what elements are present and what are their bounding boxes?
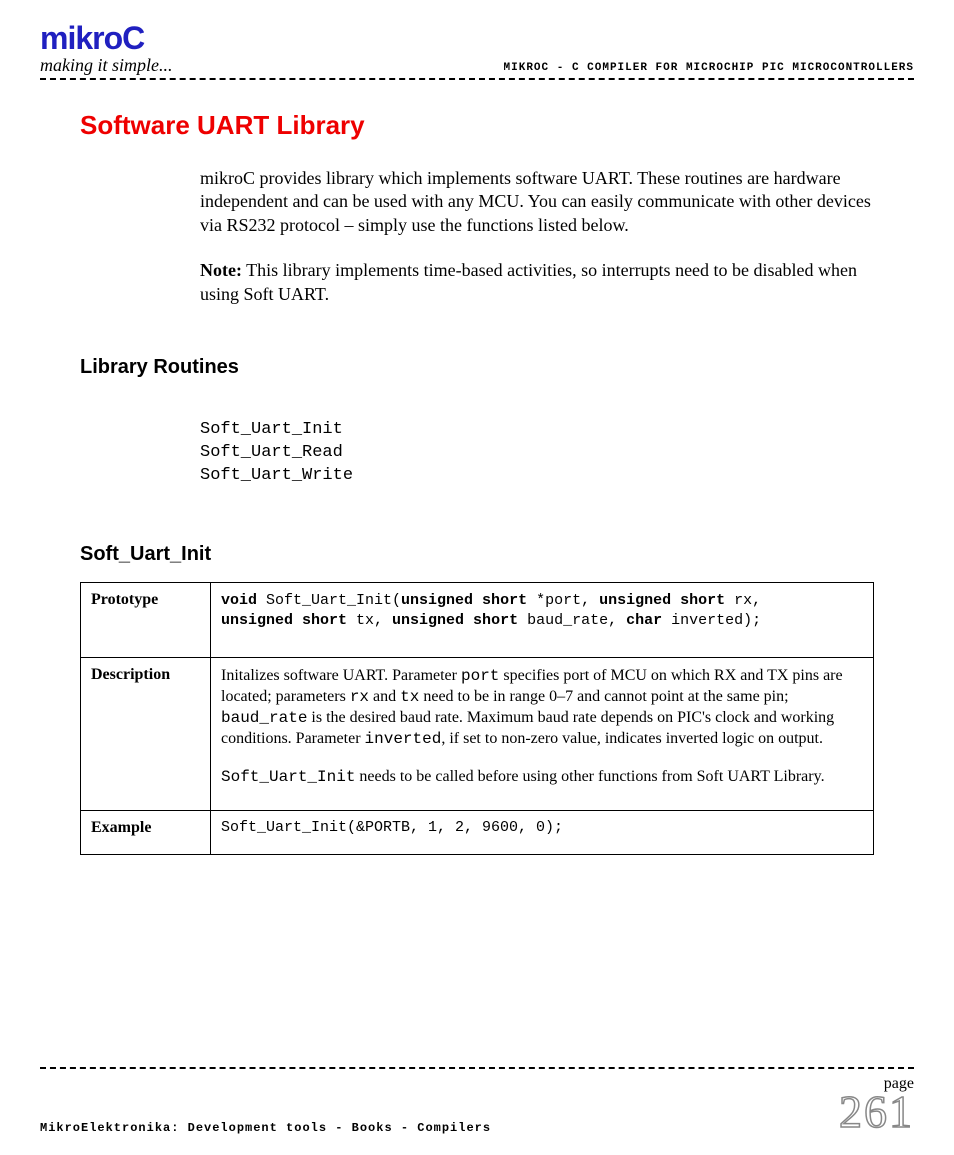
table-row: Prototype void Soft_Uart_Init(unsigned s… — [81, 582, 874, 658]
desc-text: and — [369, 688, 400, 705]
desc-text: Initalizes software UART. Parameter — [221, 667, 461, 684]
header-brand: mikroC — [504, 62, 550, 74]
routine-item: Soft_Uart_Write — [200, 465, 874, 488]
spacer — [221, 631, 863, 649]
example-code: Soft_Uart_Init(&PORTB, 1, 2, 9600, 0); — [221, 819, 863, 836]
routine-item: Soft_Uart_Init — [200, 419, 874, 442]
desc-code: baud_rate — [221, 709, 307, 727]
prototype-cell: void Soft_Uart_Init(unsigned short *port… — [211, 582, 874, 658]
page-content: Software UART Library mikroC provides li… — [0, 80, 954, 855]
function-heading: Soft_Uart_Init — [80, 543, 874, 566]
note-paragraph: Note: This library implements time-based… — [200, 259, 874, 306]
desc-text: need to be in range 0–7 and cannot point… — [419, 688, 788, 705]
description-text-2: Soft_Uart_Init needs to be called before… — [221, 767, 863, 788]
row-label-prototype: Prototype — [81, 582, 211, 658]
description-text: Initalizes software UART. Parameter port… — [221, 666, 863, 749]
example-cell: Soft_Uart_Init(&PORTB, 1, 2, 9600, 0); — [211, 811, 874, 855]
page-title: Software UART Library — [80, 110, 874, 141]
routine-item: Soft_Uart_Read — [200, 442, 874, 465]
header-row: mikroC making it simple... mikroC - C Co… — [40, 20, 914, 76]
kw-char: char — [626, 612, 662, 629]
table-row: Example Soft_Uart_Init(&PORTB, 1, 2, 960… — [81, 811, 874, 855]
spacer — [221, 788, 863, 802]
kw-us: unsigned short — [392, 612, 518, 629]
footer-right: page 261 — [839, 1075, 914, 1135]
proto-param: rx, — [725, 592, 761, 609]
desc-code: Soft_Uart_Init — [221, 768, 355, 786]
prototype-code: void Soft_Uart_Init(unsigned short *port… — [221, 591, 863, 632]
row-label-description: Description — [81, 658, 211, 811]
kw-void: void — [221, 592, 257, 609]
tagline-text: making it simple... — [40, 55, 173, 76]
note-label: Note: — [200, 260, 242, 280]
proto-param: *port, — [527, 592, 599, 609]
page-header: mikroC making it simple... mikroC - C Co… — [0, 0, 954, 76]
desc-code: rx — [350, 688, 369, 706]
page-number: 261 — [839, 1089, 914, 1135]
spec-table: Prototype void Soft_Uart_Init(unsigned s… — [80, 582, 874, 855]
desc-text: needs to be called before using other fu… — [355, 768, 824, 785]
intro-paragraph: mikroC provides library which implements… — [200, 167, 874, 237]
kw-us: unsigned short — [401, 592, 527, 609]
proto-param: tx, — [347, 612, 392, 629]
proto-param: inverted); — [662, 612, 761, 629]
desc-code: tx — [400, 688, 419, 706]
routines-heading: Library Routines — [80, 356, 874, 379]
footer-divider — [40, 1067, 914, 1069]
footer-row: MikroElektronika: Development tools - Bo… — [0, 1075, 954, 1135]
kw-us: unsigned short — [599, 592, 725, 609]
description-cell: Initalizes software UART. Parameter port… — [211, 658, 874, 811]
desc-text: , if set to non-zero value, indicates in… — [441, 730, 823, 747]
logo-text: mikroC — [40, 20, 173, 57]
desc-code: inverted — [365, 730, 442, 748]
header-subtitle: mikroC - C Compiler for Microchip PIC mi… — [504, 62, 914, 74]
spacer — [221, 836, 863, 846]
logo-block: mikroC making it simple... — [40, 20, 173, 76]
proto-fn: Soft_Uart_Init( — [257, 592, 401, 609]
proto-param: baud_rate, — [518, 612, 626, 629]
note-text: This library implements time-based activ… — [200, 260, 857, 303]
page-footer: MikroElektronika: Development tools - Bo… — [0, 1065, 954, 1135]
footer-left-text: MikroElektronika: Development tools - Bo… — [40, 1121, 491, 1135]
desc-code: port — [461, 667, 499, 685]
kw-us: unsigned short — [221, 612, 347, 629]
table-row: Description Initalizes software UART. Pa… — [81, 658, 874, 811]
header-desc: - C Compiler for Microchip PIC microcont… — [549, 62, 914, 74]
row-label-example: Example — [81, 811, 211, 855]
routines-list: Soft_Uart_Init Soft_Uart_Read Soft_Uart_… — [200, 419, 874, 488]
